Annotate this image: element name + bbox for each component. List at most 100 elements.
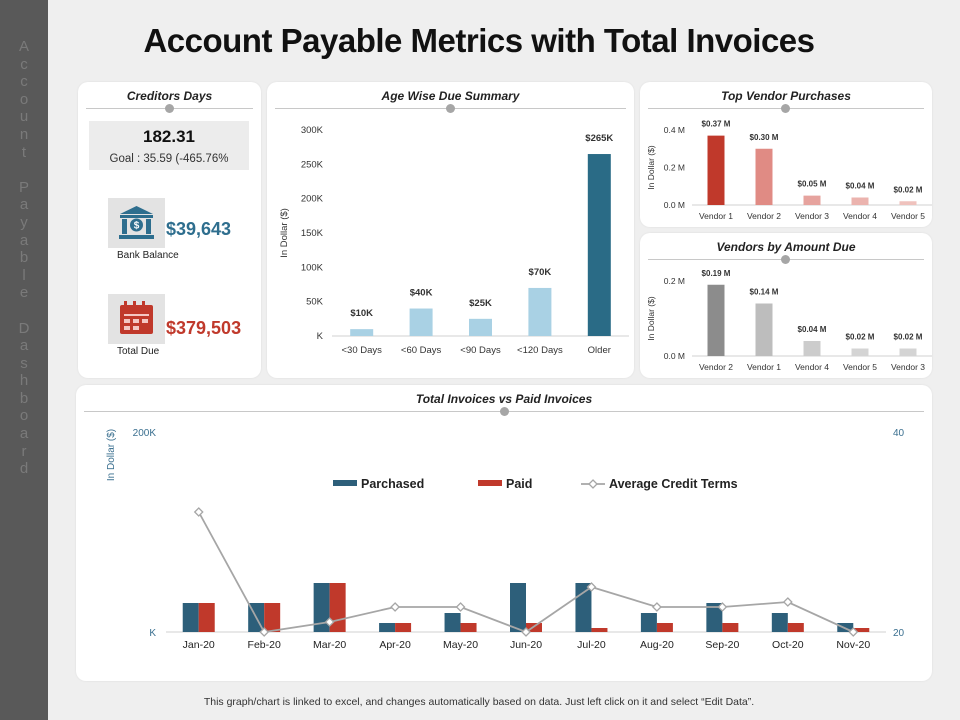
x-tick-label: Feb-20 xyxy=(248,639,281,651)
bank-balance-amount: $39,643 xyxy=(166,219,232,239)
bar-paid xyxy=(853,628,870,632)
bar xyxy=(803,195,821,205)
age-wise-chart: K 50K 100K 150K 200K 250K 300K In Dollar ($) $10… xyxy=(279,125,629,356)
bar-parchased xyxy=(182,603,199,632)
y-axis-label: In Dollar ($) xyxy=(646,296,656,341)
line-marker xyxy=(717,602,728,612)
footer-note: This graph/chart is linked to excel, and… xyxy=(203,696,755,708)
age-wise-card: Age Wise Due Summary K 50K 100K 150K 200K 250… xyxy=(267,82,634,378)
bar-paid xyxy=(591,628,608,632)
creditors-days-value: 182.31 xyxy=(143,127,195,146)
legend-label: Parchased xyxy=(361,477,424,491)
y-tick-label: 100K xyxy=(301,262,324,273)
x-tick-label: Mar-20 xyxy=(313,639,346,651)
x-tick-label: <120 Days xyxy=(517,345,563,356)
x-tick-label: Vendor 1 xyxy=(699,211,733,221)
bar xyxy=(707,135,725,205)
y-tick-label: 0.2 M xyxy=(664,163,685,173)
bar-parchased xyxy=(771,613,788,632)
invoices-card: Total Invoices vs Paid Invoices K 200K 20 4… xyxy=(76,385,932,681)
bar-paid xyxy=(787,623,804,632)
data-label: $0.30 M xyxy=(750,133,779,142)
y2-tick-label: 20 xyxy=(893,628,905,639)
bar xyxy=(409,308,433,336)
y-tick-label: K xyxy=(317,331,324,342)
data-label: $0.02 M xyxy=(846,333,875,342)
x-tick-label: Vendor 2 xyxy=(747,211,781,221)
bar xyxy=(587,154,611,336)
bar-paid xyxy=(395,623,412,632)
y-tick-label: 200K xyxy=(133,428,157,439)
bar xyxy=(851,348,869,356)
x-tick-label: Jan-20 xyxy=(183,639,215,651)
bar-parchased xyxy=(379,623,396,632)
x-tick-label: Older xyxy=(588,345,611,356)
legend-label: Paid xyxy=(506,477,532,491)
y-tick-label: 150K xyxy=(301,228,324,239)
card-title: Creditors Days xyxy=(126,89,213,103)
bar-parchased xyxy=(640,613,657,632)
y2-tick-label: 40 xyxy=(893,428,905,439)
line-marker xyxy=(848,627,859,637)
bar xyxy=(755,303,773,356)
bank-icon: $ xyxy=(108,198,165,248)
card-title: Total Invoices vs Paid Invoices xyxy=(415,392,593,406)
line-marker xyxy=(586,582,597,592)
line-marker xyxy=(259,627,270,637)
y-tick-label: 0.2 M xyxy=(664,276,685,286)
data-label: $0.04 M xyxy=(846,182,875,191)
x-tick-label: Apr-20 xyxy=(379,639,411,651)
data-label: $0.02 M xyxy=(894,185,923,194)
bar-paid xyxy=(722,623,739,632)
data-label: $0.14 M xyxy=(750,288,779,297)
sidebar-vertical-title: A c c o u n t P a y a b l e D a s h b o … xyxy=(18,38,30,478)
bar-paid xyxy=(264,603,281,632)
y-axis-label: In Dollar ($) xyxy=(646,145,656,190)
legend-marker xyxy=(588,479,598,489)
data-label: $10K xyxy=(350,308,373,319)
legend-label: Average Credit Terms xyxy=(609,477,738,491)
total-due-label: Total Due xyxy=(117,346,160,357)
x-tick-label: May-20 xyxy=(443,639,478,651)
y-tick-label: 200K xyxy=(301,194,324,205)
line-marker xyxy=(193,507,204,517)
vendors-amount-due-card: Vendors by Amount Due 0.0 M 0.2 M In Dolla… xyxy=(640,233,932,378)
calendar-icon xyxy=(108,294,165,344)
bar-parchased xyxy=(510,583,526,632)
x-tick-label: Vendor 5 xyxy=(843,362,877,372)
x-tick-label: <90 Days xyxy=(460,345,501,356)
bar xyxy=(899,348,917,356)
x-tick-label: Vendor 2 xyxy=(699,362,733,372)
x-tick-label: Nov-20 xyxy=(836,639,870,651)
data-label: $0.02 M xyxy=(894,333,923,342)
data-label: $0.04 M xyxy=(798,325,827,334)
svg-text:$: $ xyxy=(134,221,140,232)
y-tick-label: 0.0 M xyxy=(664,200,685,210)
x-tick-label: <60 Days xyxy=(401,345,442,356)
x-tick-label: Aug-20 xyxy=(640,639,674,651)
bar xyxy=(755,148,773,205)
creditors-days-goal: Goal : 35.59 (-465.76% xyxy=(109,153,229,165)
data-label: $0.19 M xyxy=(702,269,731,278)
page-title: Account Payable Metrics with Total Invoi… xyxy=(143,22,815,59)
x-tick-label: Jun-20 xyxy=(510,639,542,651)
line-marker xyxy=(521,627,531,637)
bank-balance-label: Bank Balance xyxy=(117,250,179,261)
bar xyxy=(899,201,917,205)
data-label: $70K xyxy=(529,267,552,278)
bar-paid xyxy=(198,603,215,632)
bar-parchased xyxy=(313,583,330,632)
data-label: $25K xyxy=(469,298,492,309)
card-title: Vendors by Amount Due xyxy=(716,240,856,254)
x-tick-label: Vendor 3 xyxy=(795,211,829,221)
total-due-amount: $379,503 xyxy=(166,318,242,338)
bar xyxy=(350,329,374,336)
bar xyxy=(851,197,869,205)
top-vendor-chart: 0.0 M 0.2 M 0.4 M In Dollar ($) $0.37 M Vendo… xyxy=(646,120,932,221)
data-label: $0.37 M xyxy=(702,120,731,129)
x-tick-label: Jul-20 xyxy=(577,639,606,651)
x-tick-label: Vendor 4 xyxy=(843,211,877,221)
bar-paid xyxy=(460,623,477,632)
bar xyxy=(528,287,552,336)
y-tick-label: 0.4 M xyxy=(664,125,685,135)
